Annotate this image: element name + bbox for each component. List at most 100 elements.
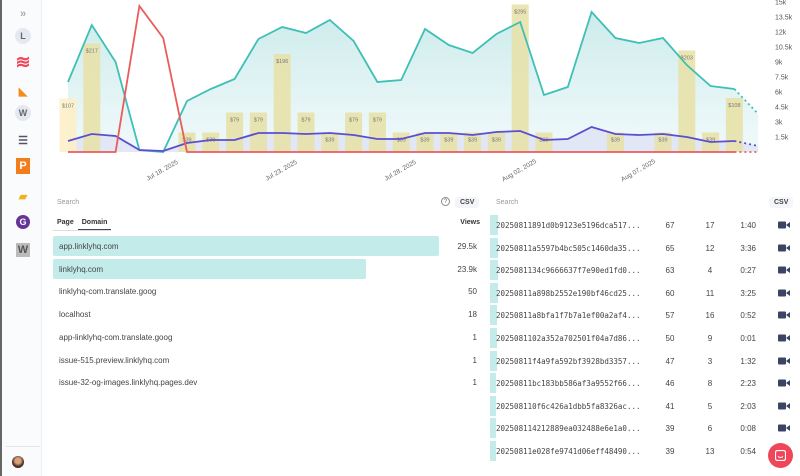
revenue-bar[interactable] <box>440 132 458 153</box>
session-row[interactable]: 20250811a8bfa1f7b7a1ef00a2af4... 57 16 0:52 <box>488 305 793 326</box>
pages-count: 8 <box>707 379 713 389</box>
session-id: 20250811e028fe9741d06eff48490... <box>496 447 641 456</box>
session-id: 2025081134c9666637f7e90ed1fd0... <box>496 266 641 276</box>
revenue-bar[interactable] <box>416 132 434 153</box>
revenue-bar[interactable] <box>297 112 315 153</box>
revenue-bar-label: $196 <box>276 59 288 65</box>
events-count: 47 <box>665 356 675 366</box>
gatsby-icon[interactable]: G <box>16 215 30 229</box>
pages-count: 13 <box>705 447 715 456</box>
session-row[interactable]: 20250811891d0b9123e5196dca517... 67 17 1:40 <box>488 215 793 235</box>
revenue-bar[interactable] <box>202 132 220 153</box>
domain-row[interactable]: app.linklyhq.com 29.5k <box>53 236 480 256</box>
revenue-bar[interactable] <box>83 43 101 153</box>
session-row[interactable]: 2025081134c9666637f7e90ed1fd0... 63 4 0:27 <box>488 260 793 281</box>
revenue-bar-label: $39 <box>444 138 453 144</box>
search-input[interactable]: Search <box>496 199 519 206</box>
session-id: 20250811a8bfa1f7b7a1ef00a2af4... <box>496 311 641 321</box>
csv-button[interactable]: CSV <box>769 197 794 208</box>
revenue-bar-label: $39 <box>658 138 667 144</box>
help-icon[interactable]: ? <box>441 197 450 206</box>
session-row[interactable]: 20250811a5597b4bc505c1460da35... 65 12 3:36 <box>488 237 793 258</box>
y-tick-label: 3k <box>775 120 783 127</box>
session-row[interactable]: 202508114212889ea032488e6e1a0... 39 6 0:08 <box>488 418 793 439</box>
w-square-icon[interactable]: W <box>16 243 30 257</box>
session-row[interactable]: 20250811f4a9fa592bf3928bd3357... 47 3 1:32 <box>488 350 793 371</box>
views-value: 29.5k <box>457 242 477 251</box>
domain-row[interactable]: linklyhq-com.translate.goog 50 <box>53 281 480 301</box>
tab-domain[interactable]: Domain <box>77 219 112 230</box>
session-row[interactable]: 20250811a898b2552e190bf46cd25... 60 11 3:25 <box>488 282 793 303</box>
video-camera-icon[interactable] <box>778 402 790 410</box>
session-id: 20250811bc183bb586af3a9552f66... <box>496 379 641 389</box>
revenue-bar[interactable] <box>535 132 553 153</box>
domain-row[interactable]: app-linklyhq-com.translate.goog 1 <box>53 327 480 347</box>
domain-name: app.linklyhq.com <box>59 242 119 251</box>
video-camera-icon[interactable] <box>778 266 790 274</box>
expand-icon[interactable]: » <box>19 8 27 20</box>
revenue-bar[interactable] <box>678 50 696 153</box>
revenue-bar[interactable] <box>273 54 291 152</box>
revenue-bar[interactable] <box>226 112 244 153</box>
revenue-bar[interactable] <box>606 132 624 153</box>
revenue-bar[interactable] <box>654 132 672 153</box>
revenue-bar[interactable] <box>368 112 386 153</box>
y-tick-label: 9k <box>775 60 783 67</box>
revenue-bar[interactable] <box>321 132 339 153</box>
app-w-icon[interactable]: W <box>15 105 31 121</box>
pages-count: 6 <box>707 424 713 434</box>
session-id: 202508110f6c426a1dbb5fa8326ac... <box>496 401 641 411</box>
video-camera-icon[interactable] <box>778 289 790 297</box>
y-tick-label: 4.5k <box>775 105 789 112</box>
domain-row[interactable]: issue-515.preview.linklyhq.com 1 <box>53 350 480 370</box>
waves-icon[interactable]: ≋ <box>15 51 31 72</box>
chat-button[interactable] <box>768 443 793 468</box>
kite-icon[interactable]: ◣ <box>18 85 28 98</box>
x-tick-label: Jul 28, 2025 <box>383 159 418 183</box>
app-l-icon[interactable]: L <box>15 28 31 44</box>
divider <box>6 446 40 447</box>
events-count: 39 <box>665 424 675 434</box>
revenue-bar-label: $39 <box>492 138 501 144</box>
session-bar <box>490 418 496 439</box>
p-icon[interactable]: P <box>16 158 30 174</box>
revenue-bar[interactable] <box>345 112 363 153</box>
revenue-bar[interactable] <box>59 98 77 153</box>
stack-icon[interactable]: ☰ <box>18 134 28 147</box>
revenue-bar[interactable] <box>725 98 743 152</box>
video-camera-icon[interactable] <box>778 424 790 432</box>
video-camera-icon[interactable] <box>778 221 790 229</box>
session-row[interactable]: 202508110f6c426a1dbb5fa8326ac... 41 5 2:03 <box>488 395 793 416</box>
session-bar <box>490 215 498 235</box>
video-camera-icon[interactable] <box>778 334 790 342</box>
session-row[interactable]: 2025081102a352a702501f04a7d86... 50 9 0:01 <box>488 328 793 348</box>
revenue-bar[interactable] <box>464 132 482 153</box>
sidebar: » L ≋ ◣ W ☰ P ▰ G W <box>0 0 42 476</box>
events-count: 57 <box>665 311 675 321</box>
video-camera-icon[interactable] <box>778 379 790 387</box>
session-bar <box>490 328 497 348</box>
session-bar <box>490 350 497 371</box>
session-row[interactable]: 20250811e028fe9741d06eff48490... 39 13 0:54 <box>488 441 793 461</box>
search-input[interactable]: Search <box>57 199 80 206</box>
csv-button[interactable]: CSV <box>455 197 480 208</box>
domain-row[interactable]: issue-32-og-images.linklyhq.pages.dev 1 <box>53 372 480 392</box>
revenue-bar-label: $295 <box>514 10 526 16</box>
video-camera-icon[interactable] <box>778 311 790 319</box>
revenue-bar[interactable] <box>511 4 529 153</box>
session-bar <box>490 441 496 461</box>
video-camera-icon[interactable] <box>778 244 790 252</box>
duration: 0:52 <box>740 311 756 321</box>
folder-icon[interactable]: ▰ <box>18 190 28 203</box>
session-row[interactable]: 20250811bc183bb586af3a9552f66... 46 8 2:23 <box>488 373 793 394</box>
domain-row[interactable]: localhost 18 <box>53 304 480 324</box>
domain-row[interactable]: linklyhq.com 23.9k <box>53 258 480 279</box>
views-value: 1 <box>472 378 477 388</box>
views-bar <box>53 236 439 256</box>
video-camera-icon[interactable] <box>778 357 790 365</box>
avatar[interactable] <box>12 456 24 468</box>
revenue-bar[interactable] <box>487 132 505 153</box>
tab-page[interactable]: Page <box>57 219 74 226</box>
y-tick-label: 10.5k <box>775 45 793 52</box>
pages-count: 5 <box>707 401 713 411</box>
